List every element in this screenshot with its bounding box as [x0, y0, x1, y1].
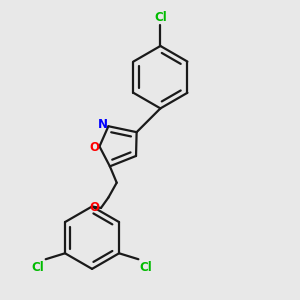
- Text: O: O: [89, 141, 99, 154]
- Text: Cl: Cl: [154, 11, 167, 24]
- Text: Cl: Cl: [140, 261, 153, 274]
- Text: N: N: [98, 118, 108, 131]
- Text: Cl: Cl: [32, 261, 44, 274]
- Text: O: O: [89, 202, 99, 214]
